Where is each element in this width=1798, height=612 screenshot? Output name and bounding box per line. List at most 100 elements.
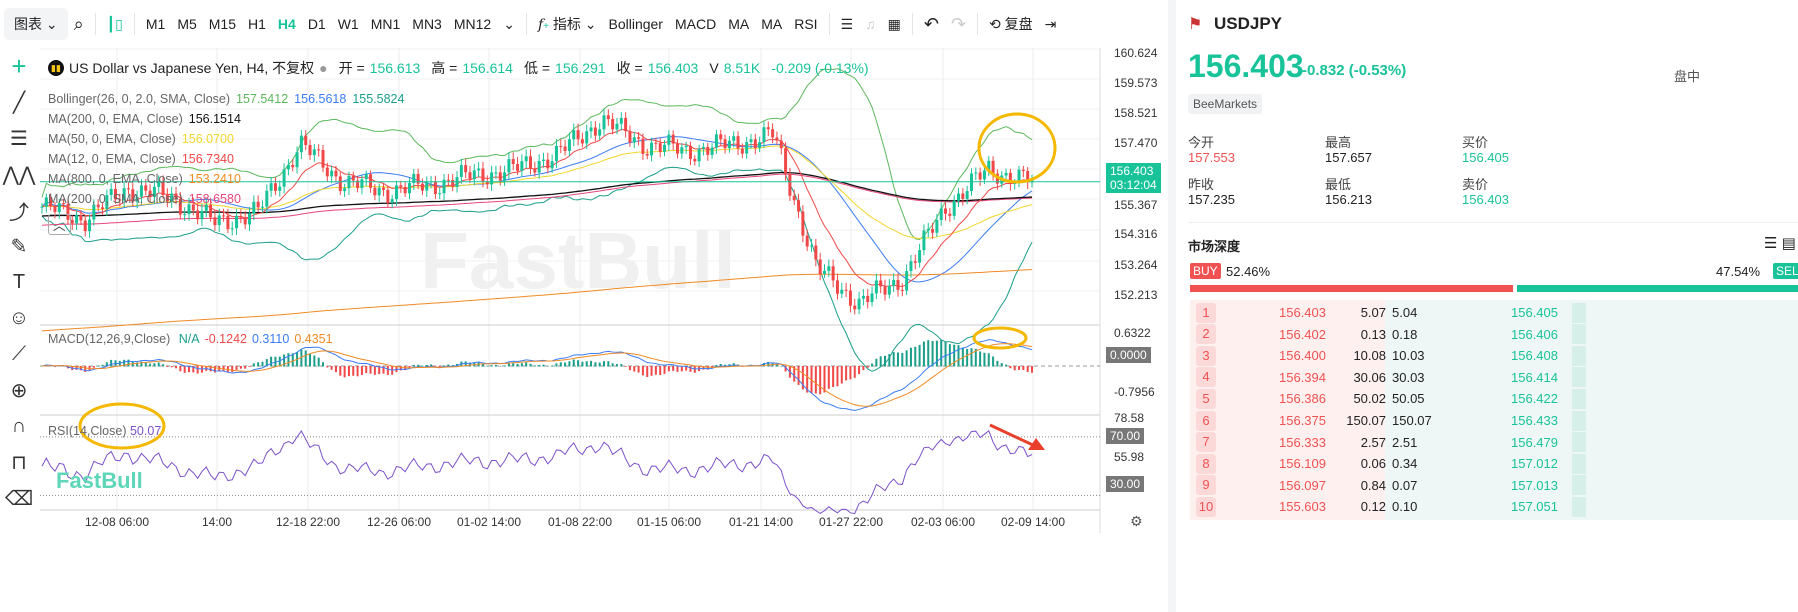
order-book-row[interactable]: 3 156.400 10.08 10.03 156.408 — [1190, 345, 1798, 366]
candle-body — [589, 127, 593, 132]
timeframe-h4[interactable]: H4 — [277, 16, 296, 32]
macd-histogram-bar — [996, 360, 999, 367]
bid-volume: 0.13 — [1360, 326, 1386, 342]
order-book-row[interactable]: 4 156.394 30.06 30.03 156.414 — [1190, 367, 1798, 388]
emoji-icon[interactable]: ☺ — [8, 306, 30, 329]
indicator-legend[interactable]: MA(800, 0, EMA, Close) 153.2410 — [48, 172, 241, 186]
redo-icon[interactable]: ↷ — [950, 13, 967, 34]
order-book-row[interactable]: 2 156.402 0.13 0.18 156.406 — [1190, 324, 1798, 345]
indicator-name: MA(200, 0, EMA, Close) — [48, 112, 183, 126]
macd-histogram-bar — [689, 366, 692, 372]
indicator-legend[interactable]: MA(200, 0, SMA, Close) 158.6580 — [48, 192, 241, 206]
candle-body — [719, 134, 723, 140]
candle-body — [1026, 171, 1030, 183]
indicator-legend[interactable]: Bollinger(26, 0, 2.0, SMA, Close) 157.541… — [48, 92, 404, 106]
crosshair-icon[interactable]: + — [11, 50, 27, 81]
bid-volume: 10.08 — [1353, 348, 1386, 364]
timeframe-m5[interactable]: M5 — [177, 16, 197, 32]
indicator-name: MA(50, 0, EMA, Close) — [48, 132, 176, 146]
bid-price: 156.400 — [1279, 348, 1326, 364]
ask-price: 156.405 — [1511, 305, 1558, 320]
order-book-row[interactable]: 9 156.097 0.84 0.07 157.013 — [1190, 475, 1798, 496]
macd-histogram-bar — [858, 366, 861, 375]
bollinger-lower-line — [41, 166, 1033, 372]
rsi-legend: RSI(14,Close) 50.07 — [48, 424, 161, 438]
list-view-icon[interactable]: ☰ ▤ — [1764, 235, 1796, 252]
indicator-legend[interactable]: MA(50, 0, EMA, Close) 156.0700 — [48, 132, 234, 146]
indicators-button[interactable]: f+ 指标 ⌄ — [537, 16, 597, 33]
lock-icon[interactable]: ⊓ — [11, 451, 27, 474]
macd-histogram-bar — [101, 364, 104, 367]
timeframe-mn3[interactable]: MN3 — [412, 16, 442, 32]
candle-body — [840, 289, 844, 294]
projection-icon[interactable]: ⤴ — [9, 201, 29, 224]
collapse-legend-button[interactable]: ︿ — [48, 214, 71, 235]
timeframe-d1[interactable]: D1 — [307, 16, 326, 32]
sell-ratio-fill — [1517, 285, 1798, 292]
open-value: 156.613 — [369, 60, 421, 76]
candle-body — [481, 168, 485, 182]
price-chart[interactable] — [40, 48, 1165, 533]
timeframe-w1[interactable]: W1 — [337, 16, 359, 32]
ruler-icon[interactable]: ⟋ — [12, 342, 26, 365]
indicator-legend[interactable]: MA(200, 0, EMA, Close) 156.1514 — [48, 112, 241, 126]
candle-body — [126, 188, 130, 190]
candle-body — [174, 193, 178, 199]
candle-body — [291, 164, 295, 168]
order-book-row[interactable]: 7 156.333 2.57 2.51 156.479 — [1190, 432, 1798, 453]
candle-body — [533, 168, 537, 173]
order-book-row[interactable]: 8 156.109 0.06 0.34 157.012 — [1190, 453, 1798, 474]
bid-volume: 150.07 — [1346, 413, 1386, 428]
replay-button[interactable]: ⟲ 复盘 — [989, 16, 1033, 32]
order-book-row[interactable]: 6 156.375 150.07 150.07 156.433 — [1190, 410, 1798, 431]
search-icon[interactable]: ⌕ — [73, 13, 84, 34]
price-tick: 153.264 — [1114, 258, 1158, 272]
macd-histogram-bar — [806, 366, 809, 393]
timeframe-m15[interactable]: M15 — [208, 16, 236, 32]
quick-indicator-macd[interactable]: MACD — [674, 16, 717, 32]
chevron-down-icon[interactable]: ⌄ — [503, 15, 515, 32]
candle-body — [654, 142, 658, 144]
layout-icon[interactable]: ☰ — [840, 15, 854, 32]
order-book-row[interactable]: 10 155.603 0.12 0.10 157.051 — [1190, 496, 1798, 517]
timeframe-mn1[interactable]: MN1 — [370, 16, 401, 32]
timeframe-mn12[interactable]: MN12 — [453, 16, 492, 32]
candle-body — [982, 170, 986, 180]
quick-indicator-rsi[interactable]: RSI — [794, 16, 818, 32]
candle-body — [282, 169, 286, 187]
macd-histogram-bar — [417, 364, 420, 367]
pattern-icon[interactable]: ⋀⋀ — [2, 163, 36, 186]
quick-indicator-bollinger[interactable]: Bollinger — [608, 16, 663, 32]
macd-histogram-bar — [430, 364, 433, 367]
indicator-legend[interactable]: MA(12, 0, EMA, Close) 156.7340 — [48, 152, 234, 166]
settings-gear-icon[interactable]: ⚙ — [1130, 513, 1143, 529]
brush-icon[interactable]: ✎ — [10, 235, 28, 258]
undo-icon[interactable]: ↶ — [923, 13, 939, 34]
collapse-panel-icon[interactable]: ⇥ — [1044, 15, 1057, 32]
trend-line-icon[interactable]: ╱ — [12, 91, 26, 114]
zoom-in-icon[interactable]: ⊕ — [10, 379, 28, 402]
trash-icon[interactable]: ⌫ — [4, 487, 34, 510]
magnet-icon[interactable]: ∩ — [11, 414, 27, 437]
quick-indicator-ma[interactable]: MA — [728, 16, 750, 32]
alert-bell-icon[interactable]: ♫ — [865, 16, 876, 32]
fib-lines-icon[interactable]: ☰ — [10, 127, 28, 150]
order-book-row[interactable]: 1 156.403 5.07 5.04 156.405 — [1190, 302, 1798, 323]
text-icon[interactable]: T — [12, 270, 26, 293]
candle-type-icon[interactable]: ┃▯ — [106, 15, 123, 32]
timeframe-m1[interactable]: M1 — [145, 16, 166, 32]
candle-body — [905, 271, 909, 291]
order-book-row[interactable]: 5 156.386 50.02 50.05 156.422 — [1190, 388, 1798, 409]
candle-body — [101, 207, 105, 210]
candle-body — [1021, 169, 1025, 172]
broker-badge[interactable]: BeeMarkets — [1188, 94, 1263, 114]
chart-menu-button[interactable]: 图表 ⌄ — [4, 8, 68, 40]
calendar-icon[interactable]: ▦ — [887, 15, 901, 32]
candle-body — [697, 148, 701, 162]
timeframe-h1[interactable]: H1 — [248, 16, 266, 32]
quick-indicator-ma[interactable]: MA — [761, 16, 783, 32]
candle-body — [874, 280, 878, 294]
price-tick: 158.521 — [1114, 106, 1158, 120]
candle-body — [256, 201, 260, 208]
candle-body — [684, 145, 688, 148]
